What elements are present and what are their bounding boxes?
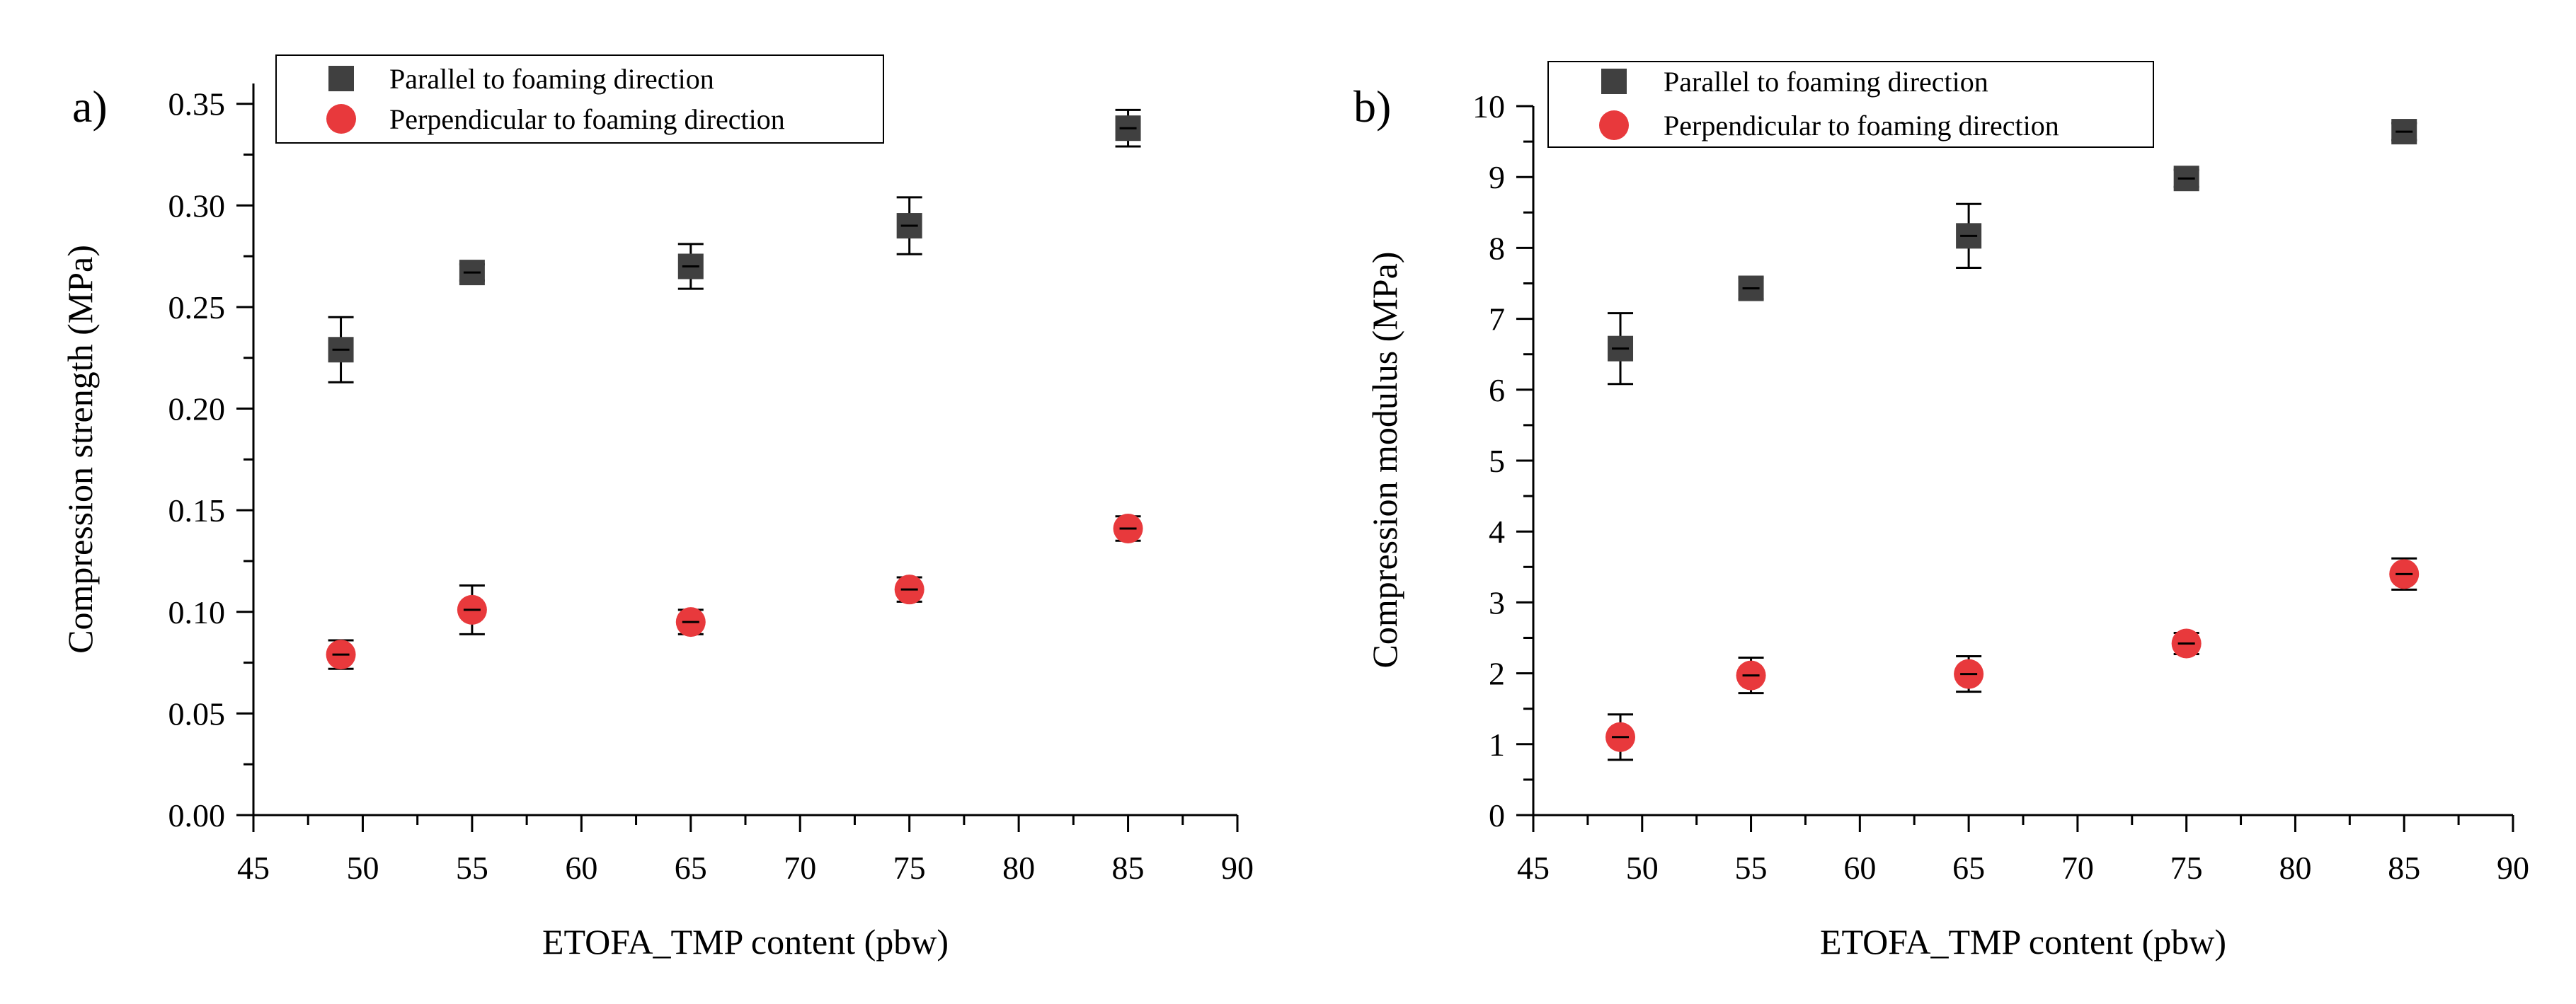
x-tick-label: 45 [237, 850, 270, 886]
y-axis-title: Compression modulus (MPa) [1365, 252, 1404, 669]
x-axis-title: ETOFA_TMP content (pbw) [542, 922, 949, 962]
y-tick-label: 0.15 [168, 492, 226, 529]
chart-panel-1: 45 50 55 60 65 70 75 80 85 90 0.00 0.05 0.10 0.15 0.20… [60, 54, 1254, 962]
y-tick-label: 6 [1489, 372, 1505, 408]
x-tick-label: 60 [565, 850, 597, 886]
x-tick-label: 60 [1843, 850, 1876, 886]
x-tick-label: 65 [1952, 850, 1985, 886]
series-2 [326, 514, 1143, 670]
legend-label: Parallel to foaming direction [1664, 66, 1988, 98]
x-tick-label: 90 [2497, 850, 2529, 886]
x-tick-label: 85 [2388, 850, 2420, 886]
x-tick-label: 55 [456, 850, 488, 886]
x-axis-title: ETOFA_TMP content (pbw) [1820, 922, 2226, 962]
legend-label: Parallel to foaming direction [389, 63, 714, 95]
y-tick-label: 3 [1489, 584, 1505, 621]
x-tick-label: 50 [346, 850, 379, 886]
legend-box [1547, 61, 2154, 148]
y-tick-label: 9 [1489, 159, 1505, 195]
y-tick-label: 4 [1489, 514, 1505, 550]
y-tick-label: 0.25 [168, 289, 226, 325]
legend: Parallel to foaming direction Perpendicul… [1547, 61, 2154, 148]
x-tick-label: 90 [1221, 850, 1254, 886]
series-1 [1608, 119, 2417, 386]
x-tick-label: 75 [893, 850, 926, 886]
y-tick-label: 0.10 [168, 594, 226, 630]
y-tick-label: 1 [1489, 727, 1505, 763]
series-1 [328, 108, 1141, 383]
legend-marker-circle [326, 104, 356, 134]
y-tick-label: 7 [1489, 301, 1505, 337]
x-tick-label: 55 [1735, 850, 1768, 886]
legend-marker-circle [1599, 110, 1629, 140]
y-tick-label: 0.30 [168, 187, 226, 224]
legend-marker-square [1601, 69, 1627, 94]
y-axis-title: Compression strength (MPa) [60, 245, 100, 654]
x-tick-label: 45 [1517, 850, 1550, 886]
y-tick-label: 5 [1489, 443, 1505, 479]
x-tick-label: 80 [1002, 850, 1035, 886]
x-tick-label: 65 [675, 850, 707, 886]
series-2 [1605, 557, 2420, 761]
y-tick-label: 0 [1489, 797, 1505, 833]
legend-marker-square [328, 66, 354, 91]
legend-box [275, 54, 884, 144]
x-tick-label: 80 [2279, 850, 2311, 886]
y-tick-label: 10 [1472, 88, 1505, 125]
legend-label: Perpendicular to foaming direction [1664, 110, 2059, 142]
y-tick-label: 8 [1489, 230, 1505, 266]
panel-label: b) [1353, 81, 1391, 132]
legend: Parallel to foaming direction Perpendicul… [275, 54, 884, 144]
x-tick-label: 50 [1626, 850, 1659, 886]
x-tick-label: 75 [2170, 850, 2203, 886]
y-tick-label: 0.05 [168, 696, 226, 732]
chart-panel-2: 45 50 55 60 65 70 75 80 85 90012345678910ETOFA_TM… [1353, 61, 2529, 962]
x-tick-label: 85 [1112, 850, 1145, 886]
y-tick-label: 0.35 [168, 86, 226, 122]
y-tick-label: 2 [1489, 656, 1505, 692]
x-tick-label: 70 [784, 850, 816, 886]
y-tick-label: 0.20 [168, 391, 226, 427]
panel-label: a) [72, 81, 108, 132]
y-tick-label: 0.00 [168, 797, 226, 833]
x-tick-label: 70 [2061, 850, 2094, 886]
legend-label: Perpendicular to foaming direction [389, 103, 785, 135]
